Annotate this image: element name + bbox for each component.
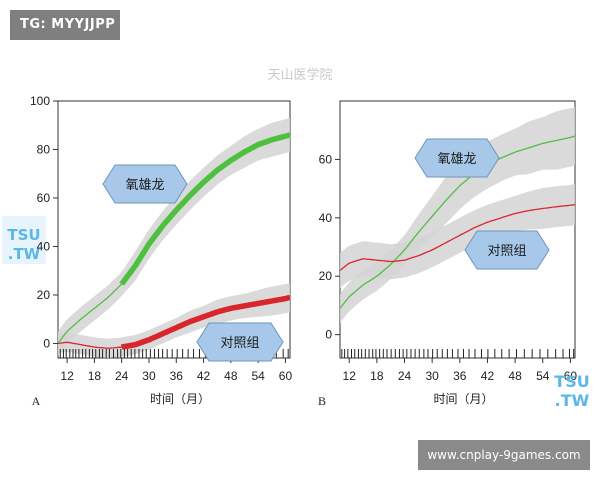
left-watermark-line2: .TW	[8, 245, 41, 263]
x-tick-label: 54	[251, 369, 265, 383]
y-tick-label: 20	[37, 288, 51, 302]
x-tick-label: 36	[170, 369, 184, 383]
y-tick-label: 40	[37, 239, 51, 253]
control-significant-segment	[120, 294, 291, 350]
right-watermark-line2: .TW	[555, 391, 590, 410]
control-callout-box	[464, 230, 550, 270]
right-watermark: TSU .TW	[554, 372, 589, 410]
x-tick-label: 36	[453, 369, 467, 383]
x-tick-label: 24	[398, 369, 412, 383]
x-tick-label: 30	[425, 369, 439, 383]
oxandrolone-callout-label: 氧雄龙	[125, 178, 164, 193]
panel-label: B	[318, 394, 326, 408]
x-tick-label: 30	[142, 369, 156, 383]
control-confidence-band	[58, 282, 290, 358]
x-tick-label: 60	[279, 369, 293, 383]
tg-watermark-badge: TG: MYYJJPP	[10, 10, 120, 40]
oxandrolone-callout-box	[414, 138, 500, 178]
oxandrolone-callout-label: 氧雄龙	[437, 152, 476, 167]
panel-label: A	[32, 394, 41, 408]
x-tick-label: 42	[197, 369, 211, 383]
left-watermark: TSU .TW	[2, 216, 46, 264]
y-tick-label: 60	[37, 191, 51, 205]
x-tick-label: 24	[115, 369, 129, 383]
x-tick-label: 42	[481, 369, 495, 383]
x-tick-label: 12	[343, 369, 357, 383]
oxandrolone-line	[339, 135, 576, 309]
x-tick-label: 48	[224, 369, 238, 383]
control-line	[339, 204, 576, 271]
x-tick-label: 12	[60, 369, 74, 383]
control-callout-label: 对照组	[220, 336, 259, 351]
left-watermark-line1: TSU	[7, 226, 40, 244]
y-tick-label: 20	[319, 269, 333, 283]
x-axis-label: 时间（月）	[150, 392, 210, 406]
panel-a-chart: 12 18 24 30 36 42 48 54 60 0 20 40 60 80 100 时间（月） A 氧雄龙对…	[30, 94, 292, 408]
y-tick-label: 0	[325, 328, 332, 342]
x-tick-label: 60	[564, 369, 578, 383]
x-tick-label: 18	[370, 369, 384, 383]
control-callout-box	[196, 322, 284, 362]
y-tick-label: 0	[43, 336, 50, 350]
y-tick-label: 100	[30, 94, 50, 108]
y-tick-label: 40	[319, 211, 333, 225]
x-axis-label: 时间（月）	[433, 392, 493, 406]
y-tick-label: 80	[37, 142, 51, 156]
center-watermark: 天山医学院	[267, 67, 332, 82]
y-tick-label: 60	[319, 152, 333, 166]
oxandrolone-confidence-band	[58, 118, 290, 356]
oxandrolone-callout-box	[102, 164, 188, 204]
x-tick-label: 54	[536, 369, 550, 383]
x-tick-label: 48	[508, 369, 522, 383]
site-url-watermark-badge: www.cnplay-9games.com	[418, 440, 590, 470]
control-callout-label: 对照组	[487, 244, 526, 259]
x-tick-label: 18	[88, 369, 102, 383]
oxandrolone-significant-segment	[119, 132, 291, 286]
right-watermark-line1: TSU	[554, 372, 589, 391]
